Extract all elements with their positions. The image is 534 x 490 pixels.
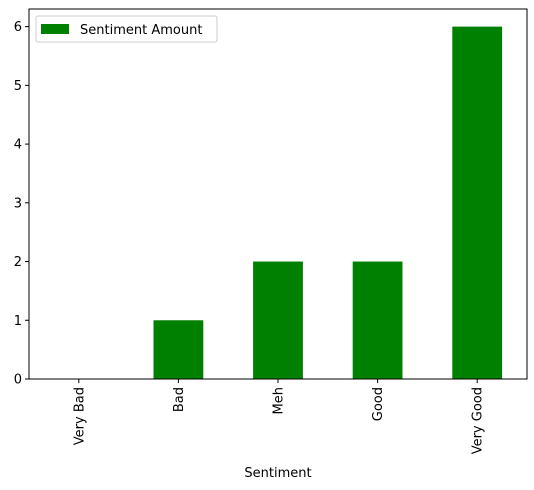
y-tick-label-2: 2 bbox=[14, 255, 22, 270]
x-axis-label: Sentiment bbox=[244, 466, 311, 481]
bar-4 bbox=[452, 26, 503, 379]
legend-label: Sentiment Amount bbox=[80, 23, 202, 38]
x-tick-label-1: Bad bbox=[172, 387, 187, 412]
y-tick-label-4: 4 bbox=[14, 138, 22, 153]
y-tick-label-5: 5 bbox=[14, 79, 22, 94]
bar-1 bbox=[153, 320, 204, 379]
y-axis: 0 1 2 3 4 5 6 bbox=[14, 20, 29, 388]
y-tick-label-0: 0 bbox=[14, 373, 22, 388]
x-tick-label-4: Very Good bbox=[471, 387, 486, 454]
x-axis: Very Bad Bad Meh Good Very Good bbox=[72, 379, 486, 454]
legend-box bbox=[35, 15, 218, 43]
y-tick-label-3: 3 bbox=[14, 196, 22, 211]
x-tick-label-2: Meh bbox=[272, 387, 287, 414]
legend-swatch bbox=[41, 24, 69, 34]
bars-group bbox=[153, 26, 503, 379]
x-tick-label-3: Good bbox=[371, 387, 386, 421]
legend: Sentiment Amount bbox=[35, 15, 218, 43]
bar-3 bbox=[352, 261, 403, 379]
x-tick-label-0: Very Bad bbox=[72, 387, 87, 445]
y-tick-label-1: 1 bbox=[14, 314, 22, 329]
y-tick-label-6: 6 bbox=[14, 20, 22, 35]
bar-2 bbox=[253, 261, 303, 379]
